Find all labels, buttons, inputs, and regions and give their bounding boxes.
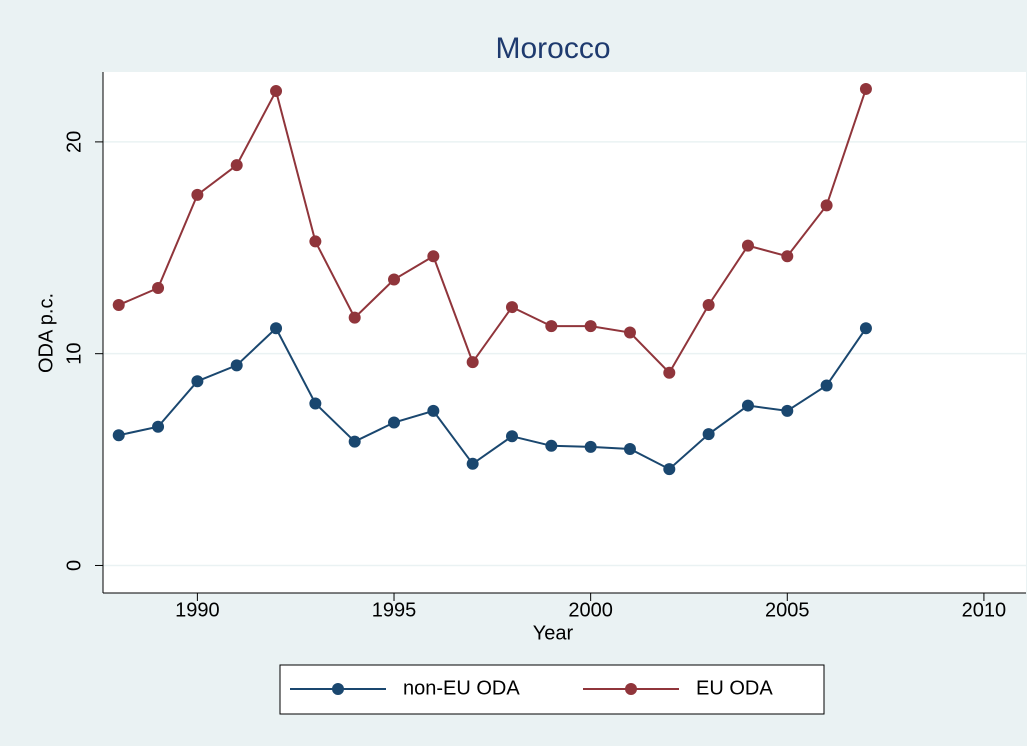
data-point (270, 85, 283, 98)
data-point (112, 298, 125, 311)
data-point (152, 420, 165, 433)
data-point (388, 416, 401, 429)
data-point (427, 250, 440, 263)
legend-marker (625, 683, 637, 695)
data-point (505, 301, 518, 314)
data-point (702, 428, 715, 441)
series-line (118, 326, 867, 471)
data-point (270, 322, 283, 335)
data-point (663, 366, 676, 379)
data-point (859, 322, 872, 335)
legend-label: non-EU ODA (403, 677, 520, 699)
y-tick-label: 20 (63, 131, 85, 153)
data-point (741, 399, 754, 412)
data-point (427, 404, 440, 417)
data-point (505, 430, 518, 443)
data-point (466, 457, 479, 470)
data-point (781, 250, 794, 263)
x-tick-label: 2000 (568, 599, 613, 621)
data-point (820, 199, 833, 212)
data-point (663, 463, 676, 476)
y-tick-label: 0 (63, 560, 85, 571)
data-point (584, 320, 597, 333)
data-point (466, 356, 479, 369)
data-point (623, 442, 636, 455)
legend-label: EU ODA (696, 677, 773, 699)
x-axis-label: Year (533, 622, 574, 644)
data-point (230, 359, 243, 372)
data-point (545, 439, 558, 452)
data-point (309, 235, 322, 248)
data-point (623, 326, 636, 339)
data-point (781, 404, 794, 417)
data-point (584, 440, 597, 453)
data-point (191, 375, 204, 388)
legend-marker (332, 683, 344, 695)
series-line (118, 88, 867, 375)
data-point (702, 298, 715, 311)
data-point (741, 239, 754, 252)
x-tick-label: 2010 (962, 599, 1007, 621)
data-point (191, 188, 204, 201)
data-point (112, 429, 125, 442)
y-axis-label: ODA p.c. (35, 293, 57, 373)
data-point (545, 320, 558, 333)
y-tick-label: 10 (63, 343, 85, 365)
plot-area (103, 72, 1026, 593)
data-point (820, 379, 833, 392)
data-point (388, 273, 401, 286)
x-tick-label: 1995 (372, 599, 417, 621)
chart-title: Morocco (495, 32, 610, 65)
data-point (152, 282, 165, 295)
data-point (230, 159, 243, 172)
data-point (348, 311, 361, 324)
data-point (309, 397, 322, 410)
data-point (859, 82, 872, 95)
data-point (348, 435, 361, 448)
x-tick-label: 1990 (175, 599, 220, 621)
x-tick-label: 2005 (765, 599, 810, 621)
